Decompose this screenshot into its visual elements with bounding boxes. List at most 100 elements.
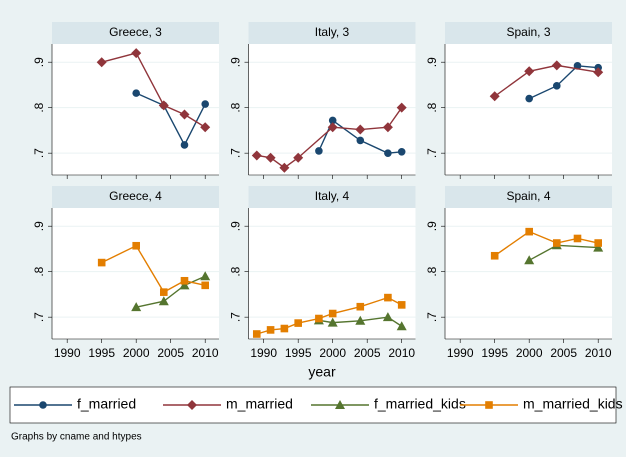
plot-area <box>445 44 612 175</box>
y-tick-label: .7 <box>229 148 243 158</box>
data-point <box>294 319 302 327</box>
panel-title: Spain, 3 <box>506 25 550 39</box>
panel-title: Italy, 3 <box>315 25 350 39</box>
x-tick-label: 1990 <box>54 346 81 360</box>
x-tick-label: 1990 <box>250 346 277 360</box>
series-line <box>494 64 599 97</box>
data-point <box>328 309 337 318</box>
data-point <box>251 150 262 161</box>
x-tick-label: 2005 <box>550 346 577 360</box>
data-point <box>552 82 561 90</box>
x-tick-label: 2010 <box>585 346 612 360</box>
x-tick-label: 1995 <box>481 346 508 360</box>
data-point <box>327 122 338 133</box>
x-tick-label: 2000 <box>516 346 543 360</box>
panel-title: Greece, 4 <box>109 189 162 203</box>
data-point <box>201 100 209 108</box>
data-point <box>355 124 366 135</box>
data-point <box>96 57 107 68</box>
panel-header <box>445 22 612 44</box>
legend-marker <box>485 401 493 409</box>
data-point <box>132 89 140 97</box>
panel-title: Spain, 4 <box>506 189 550 203</box>
data-point <box>594 239 602 247</box>
y-tick-label: .9 <box>425 57 439 67</box>
data-point <box>573 62 582 70</box>
data-point <box>132 241 140 250</box>
y-tick-label: .9 <box>425 221 439 231</box>
data-point <box>279 162 290 173</box>
data-point <box>356 302 365 311</box>
y-tick-label: .8 <box>229 266 243 276</box>
y-tick-label: .7 <box>32 148 46 158</box>
data-point <box>97 258 106 267</box>
x-tick-label: 1990 <box>447 346 474 360</box>
panel-header <box>52 22 219 44</box>
x-tick-label: 2010 <box>388 346 415 360</box>
data-point <box>525 94 533 103</box>
data-point <box>551 60 562 71</box>
x-tick-label: 2010 <box>192 346 219 360</box>
data-point <box>328 116 337 125</box>
plot-area <box>52 208 219 339</box>
y-tick-label: .7 <box>229 312 243 322</box>
data-point <box>490 251 499 260</box>
y-tick-label: .7 <box>425 148 439 158</box>
data-point <box>200 271 211 281</box>
series-line <box>135 92 206 147</box>
y-tick-label: .9 <box>32 57 46 67</box>
data-point <box>265 152 276 163</box>
data-point <box>180 141 189 149</box>
panel-title: Greece, 3 <box>109 25 162 39</box>
data-point <box>382 312 393 322</box>
y-tick-label: .9 <box>229 221 243 231</box>
y-tick-label: .9 <box>229 57 243 67</box>
data-point <box>382 122 393 133</box>
data-point <box>593 67 604 78</box>
x-axis-label: year <box>308 364 336 380</box>
x-tick-label: 2000 <box>319 346 346 360</box>
data-point <box>315 147 323 155</box>
data-point <box>573 234 582 243</box>
data-point <box>158 100 169 111</box>
data-point <box>397 148 406 156</box>
panel-title: Italy, 4 <box>315 189 350 203</box>
x-tick-label: 2005 <box>157 346 184 360</box>
y-tick-label: .7 <box>32 312 46 322</box>
panel-header <box>445 186 612 208</box>
data-point <box>131 48 142 59</box>
data-point <box>179 280 190 290</box>
plot-area <box>52 44 219 175</box>
data-point <box>355 315 366 325</box>
y-tick-label: .8 <box>229 102 243 112</box>
data-point <box>280 324 289 333</box>
legend-label: f_married <box>77 396 136 412</box>
data-point <box>179 109 190 120</box>
y-tick-label: .8 <box>425 266 439 276</box>
data-point <box>252 330 261 338</box>
x-tick-label: 1995 <box>285 346 312 360</box>
series-line <box>528 65 599 100</box>
data-point <box>180 276 189 285</box>
data-point <box>384 293 392 302</box>
data-point <box>384 149 392 157</box>
panel-header <box>248 22 416 44</box>
data-point <box>315 314 323 323</box>
legend-label: m_married_kids <box>523 396 623 412</box>
data-point <box>131 302 142 312</box>
data-point <box>552 239 561 247</box>
y-tick-label: .8 <box>32 266 46 276</box>
data-point <box>266 326 275 334</box>
data-point <box>525 227 533 236</box>
y-tick-label: .7 <box>425 312 439 322</box>
note: Graphs by cname and htypes <box>11 432 142 443</box>
y-tick-label: .8 <box>32 102 46 112</box>
y-tick-label: .8 <box>425 102 439 112</box>
x-tick-label: 2000 <box>123 346 150 360</box>
data-point <box>396 321 407 331</box>
legend-marker <box>335 400 345 409</box>
series-line <box>136 275 206 308</box>
legend-marker <box>39 401 47 409</box>
